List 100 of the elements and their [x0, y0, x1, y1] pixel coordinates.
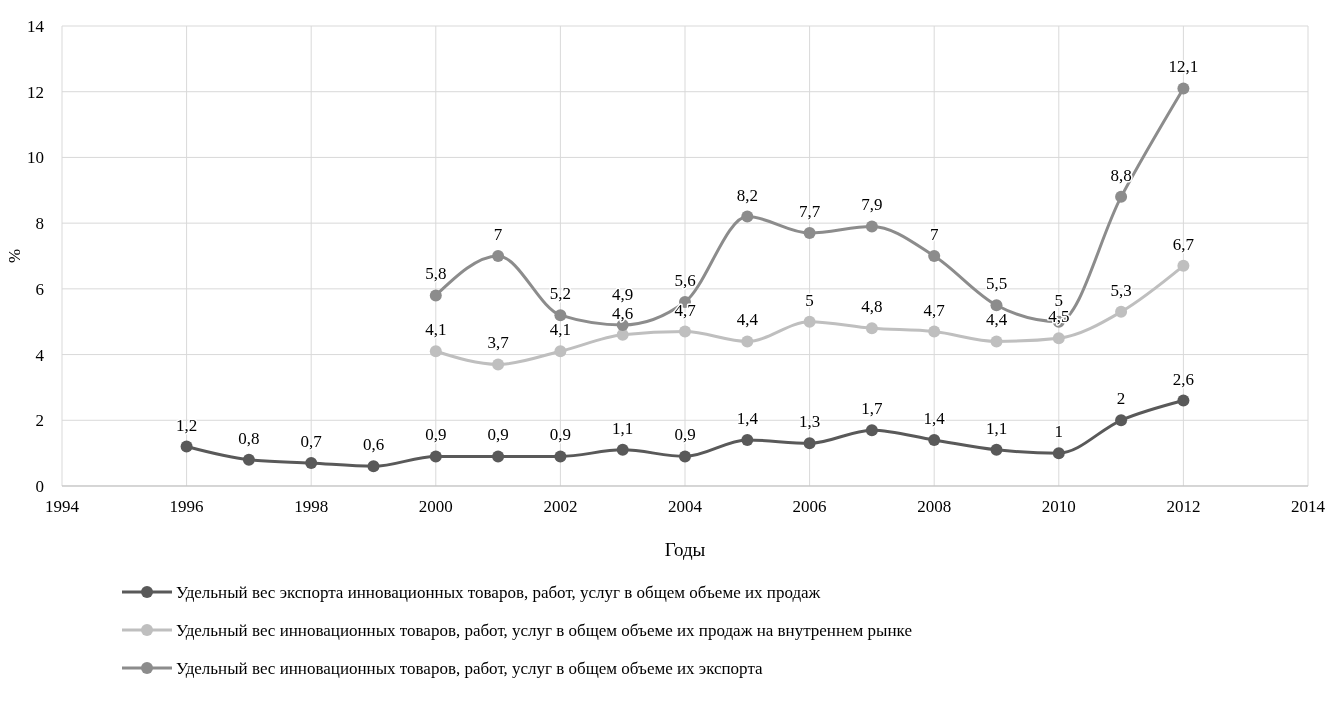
point — [429, 450, 442, 463]
data-label: 4,4 — [985, 310, 1008, 330]
point — [1115, 414, 1128, 427]
data-label: 4,4 — [736, 310, 759, 330]
data-label: 0,8 — [238, 428, 260, 448]
data-label: 4,6 — [612, 303, 634, 323]
y-axis-title: % — [5, 248, 24, 264]
data-label: 0,7 — [300, 432, 323, 451]
data-label: 7 — [929, 225, 939, 244]
data-label: 8,8 — [1110, 165, 1132, 185]
point — [741, 434, 754, 446]
point — [1177, 82, 1190, 95]
data-label: 1,2 — [175, 415, 198, 435]
data-label: 4,7 — [923, 300, 946, 320]
data-label: 4,7 — [674, 300, 697, 320]
point — [242, 453, 255, 466]
data-label: 0,9 — [487, 425, 509, 445]
point — [865, 220, 878, 233]
point — [741, 210, 754, 223]
data-label: 4,8 — [861, 297, 883, 317]
data-label: 4,5 — [1048, 307, 1070, 327]
x-tick-label: 1994 — [45, 497, 80, 516]
y-tick-label: 14 — [27, 17, 45, 36]
data-label: 4,9 — [612, 285, 634, 304]
data-label: 1 — [1054, 422, 1064, 442]
data-label: 1,4 — [736, 409, 759, 428]
legend-label: Удельный вес инновационных товаров, работ, услуг в общем объеме их продаж на внутреннем рынке — [176, 621, 912, 640]
data-label: 0,9 — [549, 425, 572, 445]
point — [990, 335, 1003, 348]
point — [1177, 259, 1190, 272]
point — [803, 315, 816, 328]
point — [928, 325, 941, 338]
data-label: 5,2 — [549, 284, 572, 304]
x-tick-label: 1996 — [169, 497, 204, 516]
point — [1115, 190, 1128, 203]
legend-label: Удельный вес экспорта инновационных товаров, работ, услуг в общем объеме их продаж — [176, 583, 821, 602]
data-label: 0,9 — [674, 425, 696, 445]
point — [741, 335, 754, 348]
data-label: 0,6 — [362, 435, 385, 455]
data-label: 5,6 — [674, 271, 696, 290]
x-tick-label: 2008 — [917, 497, 952, 516]
point — [305, 457, 318, 469]
data-label: 5,5 — [985, 274, 1008, 294]
point — [990, 299, 1003, 312]
data-label: 4,1 — [549, 320, 572, 340]
y-tick-label: 8 — [35, 214, 44, 234]
point — [928, 434, 941, 446]
x-axis-title: Годы — [664, 539, 706, 560]
point — [928, 250, 941, 262]
point — [492, 250, 505, 262]
x-tick-label: 2010 — [1041, 497, 1076, 516]
data-label: 5 — [1054, 290, 1064, 310]
data-label: 8,2 — [736, 185, 758, 205]
data-label: 1,3 — [798, 412, 821, 432]
point — [554, 450, 567, 463]
point — [865, 424, 878, 437]
point — [1052, 332, 1065, 345]
point — [554, 345, 567, 358]
x-tick-label: 2014 — [1291, 497, 1326, 516]
point — [1115, 305, 1128, 318]
data-label: 7,9 — [861, 195, 883, 215]
point — [616, 443, 629, 456]
y-tick-label: 10 — [27, 148, 44, 168]
point — [492, 450, 505, 463]
data-label: 2 — [1116, 389, 1126, 409]
x-tick-label: 1998 — [294, 497, 329, 516]
point — [865, 322, 878, 335]
point — [1052, 447, 1065, 460]
data-label: 2,6 — [1172, 369, 1195, 389]
y-tick-label: 2 — [35, 411, 44, 431]
y-tick-label: 4 — [35, 345, 45, 365]
data-label: 1,4 — [923, 409, 946, 428]
point — [492, 358, 505, 371]
point — [990, 443, 1003, 456]
data-label: 1,1 — [985, 418, 1008, 438]
x-tick-label: 2006 — [792, 497, 827, 516]
legend-label: Удельный вес инновационных товаров, работ, услуг в общем объеме их экспорта — [176, 659, 764, 678]
data-label: 4,1 — [425, 320, 447, 340]
data-label: 12,1 — [1168, 57, 1199, 77]
point — [679, 325, 691, 338]
point — [367, 460, 380, 473]
point — [180, 440, 193, 453]
y-tick-label: 12 — [27, 82, 44, 102]
data-label: 1,7 — [861, 399, 884, 419]
point — [429, 289, 442, 302]
point — [1177, 394, 1190, 407]
point — [803, 227, 816, 239]
data-label: 1,1 — [612, 418, 634, 438]
data-label: 7 — [493, 225, 503, 244]
x-tick-label: 2004 — [668, 497, 703, 516]
point — [679, 450, 691, 463]
data-label: 0,9 — [425, 425, 447, 445]
data-label: 7,7 — [798, 202, 821, 221]
data-label: 5 — [805, 290, 814, 310]
x-tick-label: 2000 — [418, 497, 453, 516]
y-tick-label: 6 — [35, 279, 44, 299]
x-tick-label: 2012 — [1166, 497, 1201, 516]
point — [803, 437, 816, 450]
y-tick-label: 0 — [35, 477, 44, 496]
data-label: 5,8 — [425, 264, 447, 284]
